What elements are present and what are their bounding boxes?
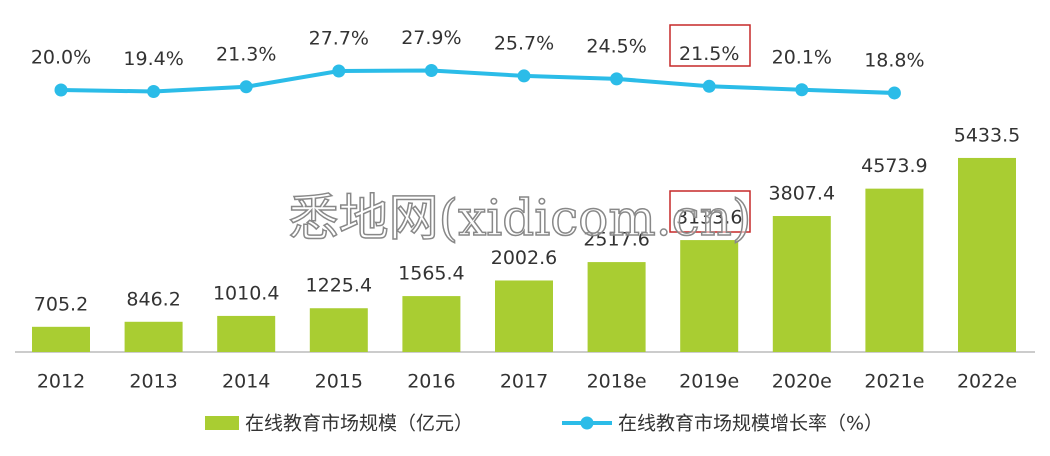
bar	[772, 216, 831, 352]
line-marker	[147, 84, 161, 98]
value-label: 21.5%	[679, 43, 739, 65]
value-label: 20.0%	[31, 47, 91, 69]
x-tick-label: 2017	[500, 371, 548, 393]
value-label: 705.2	[34, 293, 88, 315]
value-label: 21.3%	[216, 43, 276, 65]
value-label: 3133.6	[676, 207, 742, 229]
legend-label: 在线教育市场规模增长率（%）	[618, 413, 883, 435]
value-label: 27.7%	[309, 27, 369, 49]
value-label: 27.9%	[401, 27, 461, 49]
value-label: 1565.4	[398, 263, 464, 285]
x-tick-label: 2021e	[864, 371, 924, 393]
legend-label: 在线教育市场规模（亿元）	[245, 413, 473, 435]
bar	[958, 157, 1016, 352]
bar	[32, 326, 90, 352]
line	[60, 68, 895, 95]
highlight-box	[669, 190, 751, 233]
value-label: 1225.4	[306, 275, 372, 297]
x-tick-label: 2014	[222, 371, 270, 393]
x-tick-label: 2013	[129, 371, 177, 393]
x-tick-label: 2019e	[679, 371, 739, 393]
x-tick-label: 2015	[315, 371, 363, 393]
value-label: 18.8%	[864, 49, 924, 71]
legend-swatch	[205, 416, 239, 430]
value-label: 846.2	[126, 288, 180, 310]
x-tick-label: 2016	[407, 371, 455, 393]
watermark: 悉地网(xidicom.cn)	[289, 189, 752, 247]
bar	[587, 262, 646, 352]
value-label: 19.4%	[123, 48, 183, 70]
value-label: 2517.6	[583, 229, 649, 251]
bar	[309, 308, 368, 352]
x-tick-label: 2020e	[772, 371, 832, 393]
x-tick-label: 2018e	[587, 371, 647, 393]
line-marker	[610, 72, 624, 86]
line-marker	[239, 80, 253, 94]
bar	[217, 315, 276, 352]
bar	[865, 188, 924, 352]
line-marker	[702, 79, 716, 93]
line-marker	[424, 63, 438, 77]
value-label: 1010.4	[213, 282, 279, 304]
value-label: 3807.4	[769, 183, 835, 205]
line-marker	[332, 64, 346, 78]
value-label: 25.7%	[494, 32, 554, 54]
line-marker	[795, 83, 809, 97]
highlight-box	[669, 24, 751, 67]
line-marker	[54, 83, 68, 97]
line-marker	[887, 86, 901, 100]
line-marker	[517, 69, 531, 83]
value-label: 4573.9	[861, 155, 927, 177]
bar	[680, 240, 739, 352]
x-tick-label: 2022e	[957, 371, 1017, 393]
legend-swatch	[580, 416, 594, 430]
bar	[402, 296, 461, 352]
bar	[495, 280, 553, 352]
bar	[124, 321, 183, 352]
value-label: 20.1%	[772, 46, 832, 68]
value-label: 5433.5	[954, 124, 1020, 146]
value-label: 2002.6	[491, 247, 557, 269]
x-tick-label: 2012	[37, 371, 85, 393]
value-label: 24.5%	[586, 35, 646, 57]
